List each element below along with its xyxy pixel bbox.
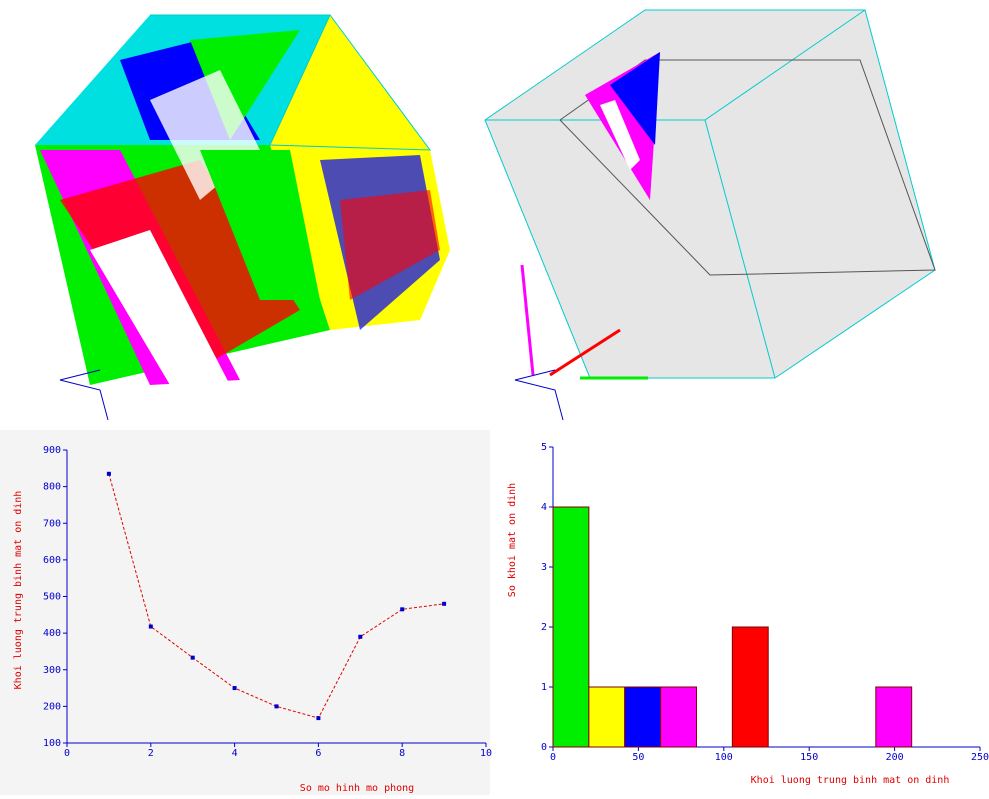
bar (553, 507, 589, 747)
x-tick-label: 250 (971, 752, 989, 763)
x-tick-label: 4 (232, 748, 238, 759)
bar (876, 687, 912, 747)
render-left (35, 15, 450, 420)
point (316, 716, 320, 720)
render-right (485, 10, 935, 420)
y-tick-label: 2 (541, 622, 547, 633)
x-tick-label: 50 (632, 752, 644, 763)
x-axis-label: So mo hinh mo phong (300, 783, 414, 794)
y-tick-label: 5 (541, 442, 547, 453)
x-tick-label: 0 (550, 752, 556, 763)
y-tick-label: 4 (541, 502, 547, 513)
x-tick-label: 10 (480, 748, 492, 759)
point (149, 625, 153, 629)
y-tick-label: 400 (43, 628, 61, 639)
x-tick-label: 100 (715, 752, 733, 763)
y-tick-label: 300 (43, 665, 61, 676)
x-tick-label: 6 (315, 748, 321, 759)
y-tick-label: 700 (43, 518, 61, 529)
point (107, 472, 111, 476)
y-tick-label: 100 (43, 738, 61, 749)
point (400, 607, 404, 611)
bar (732, 627, 768, 747)
point (191, 656, 195, 660)
bar (625, 687, 661, 747)
y-tick-label: 900 (43, 445, 61, 456)
point (275, 704, 279, 708)
y-tick-label: 500 (43, 592, 61, 603)
point (358, 635, 362, 639)
plot-panel (0, 430, 490, 795)
bar (661, 687, 697, 747)
x-axis-label: Khoi luong trung binh mat on dinh (751, 775, 950, 786)
y-tick-label: 200 (43, 701, 61, 712)
screen: 0246810100200300400500600700800900So mo … (0, 0, 989, 795)
x-tick-label: 2 (148, 748, 154, 759)
y-axis-label: Khoi luong trung binh mat on dinh (13, 491, 24, 690)
y-tick-label: 1 (541, 682, 547, 693)
point (233, 686, 237, 690)
y-tick-label: 3 (541, 562, 547, 573)
y-axis-label: So khoi mat on dinh (507, 483, 518, 597)
x-tick-label: 150 (800, 752, 818, 763)
y-tick-label: 800 (43, 482, 61, 493)
y-tick-label: 600 (43, 555, 61, 566)
x-tick-label: 0 (64, 748, 70, 759)
x-tick-label: 200 (886, 752, 904, 763)
y-tick-label: 0 (541, 742, 547, 753)
bar (589, 687, 625, 747)
point (442, 602, 446, 606)
x-tick-label: 8 (399, 748, 405, 759)
